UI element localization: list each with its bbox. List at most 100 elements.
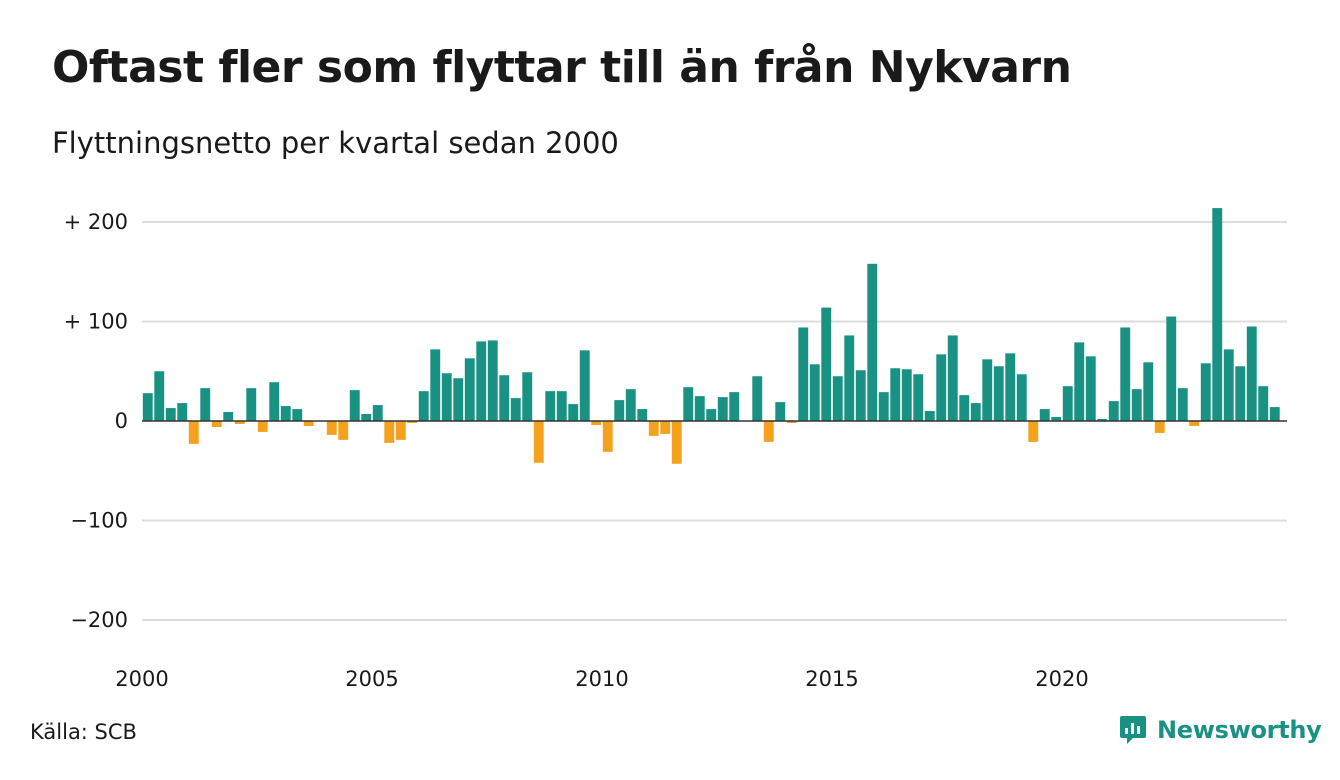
bar [246,388,257,421]
bar [671,421,682,464]
bar [384,421,395,443]
bar [533,421,544,463]
bar [568,404,579,421]
bar [1074,342,1085,421]
bar [798,327,809,421]
bar [234,421,245,424]
bar [522,372,533,421]
bar [441,373,452,421]
bars [142,208,1280,464]
bar [556,391,567,421]
bar [982,359,993,421]
bar [476,341,487,421]
bar [809,364,820,421]
bar [372,405,383,421]
bar [361,414,372,421]
bar [545,391,556,421]
bar [418,391,429,421]
bar [1039,409,1050,421]
bar [683,387,694,421]
bar [625,389,636,421]
bar [326,421,337,435]
gridlines [142,221,1287,621]
bar [752,376,763,421]
bar [257,421,268,432]
bar [878,392,889,421]
bar [303,421,314,426]
bar [614,400,625,421]
bar [1051,417,1062,421]
x-tick-label: 2015 [805,667,858,691]
bar [1223,349,1234,421]
bar [855,370,866,421]
bar [154,371,165,421]
bar [637,409,648,421]
bar [786,421,797,423]
bar [349,390,360,421]
bar [1131,389,1142,421]
bar [821,307,832,421]
bar [867,263,878,421]
newsworthy-logo-icon [1120,716,1146,744]
bar [1143,362,1154,421]
x-tick-label: 2000 [115,667,168,691]
bar [648,421,659,436]
bar [142,393,153,421]
bar [269,382,280,421]
bar [775,402,786,421]
bar [1085,356,1096,421]
bar [407,421,418,423]
bar [729,392,740,421]
bar [947,335,958,421]
bar [970,403,981,421]
bar [200,388,211,421]
y-tick-label: + 200 [64,210,128,234]
bar [1246,326,1257,421]
bar [1189,421,1200,426]
bar [188,421,199,444]
brand-name: Newsworthy [1157,716,1322,744]
source-note: Källa: SCB [30,720,137,744]
bar [602,421,613,452]
bar [1016,374,1027,421]
bar [1269,407,1280,421]
y-tick-label: −200 [70,608,128,632]
chart-subtitle: Flyttningsnetto per kvartal sedan 2000 [52,126,619,160]
bar [1235,366,1246,421]
x-tick-label: 2020 [1035,667,1088,691]
bar [1212,208,1223,421]
bar [913,374,924,421]
bar [993,366,1004,421]
bar [280,406,291,421]
x-axis: 2000 2005 2010 2015 2020 [115,667,1088,691]
bar [959,395,970,421]
bar [430,349,441,421]
bar [453,378,464,421]
bar [660,421,671,434]
bar [591,421,602,425]
y-axis: + 200 + 100 0 −100 −200 [64,210,128,632]
bar [579,350,590,421]
bar [890,368,901,421]
bar [1005,353,1016,421]
bar [844,335,855,421]
bar [832,376,843,421]
bar [1062,386,1073,421]
x-tick-label: 2005 [345,667,398,691]
x-tick-label: 2010 [575,667,628,691]
bar [165,408,176,421]
bar [901,369,912,421]
bar [1108,401,1119,421]
bar [499,375,510,421]
y-tick-label: −100 [70,509,128,533]
bar [1258,386,1269,421]
bar [1177,388,1188,421]
bar [1166,316,1177,421]
bar [1097,419,1108,421]
bar [487,340,498,421]
bar [223,412,234,421]
bar [706,409,717,421]
y-tick-label: 0 [115,409,128,433]
bar [211,421,222,427]
